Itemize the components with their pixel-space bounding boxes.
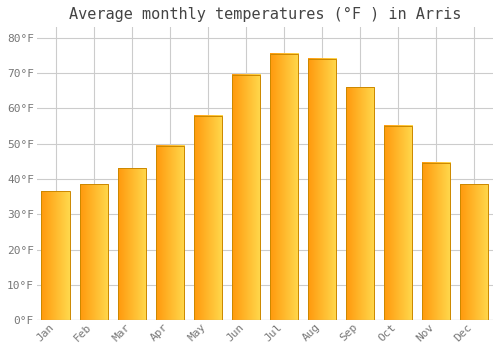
Bar — [118, 168, 146, 320]
Title: Average monthly temperatures (°F ) in Arris: Average monthly temperatures (°F ) in Ar… — [68, 7, 461, 22]
Bar — [384, 126, 412, 320]
Bar — [460, 184, 488, 320]
Bar — [42, 191, 70, 320]
Bar — [232, 75, 260, 320]
Bar — [308, 59, 336, 320]
Bar — [156, 146, 184, 320]
Bar — [270, 54, 298, 320]
Bar — [80, 184, 108, 320]
Bar — [422, 163, 450, 320]
Bar — [346, 87, 374, 320]
Bar — [194, 116, 222, 320]
